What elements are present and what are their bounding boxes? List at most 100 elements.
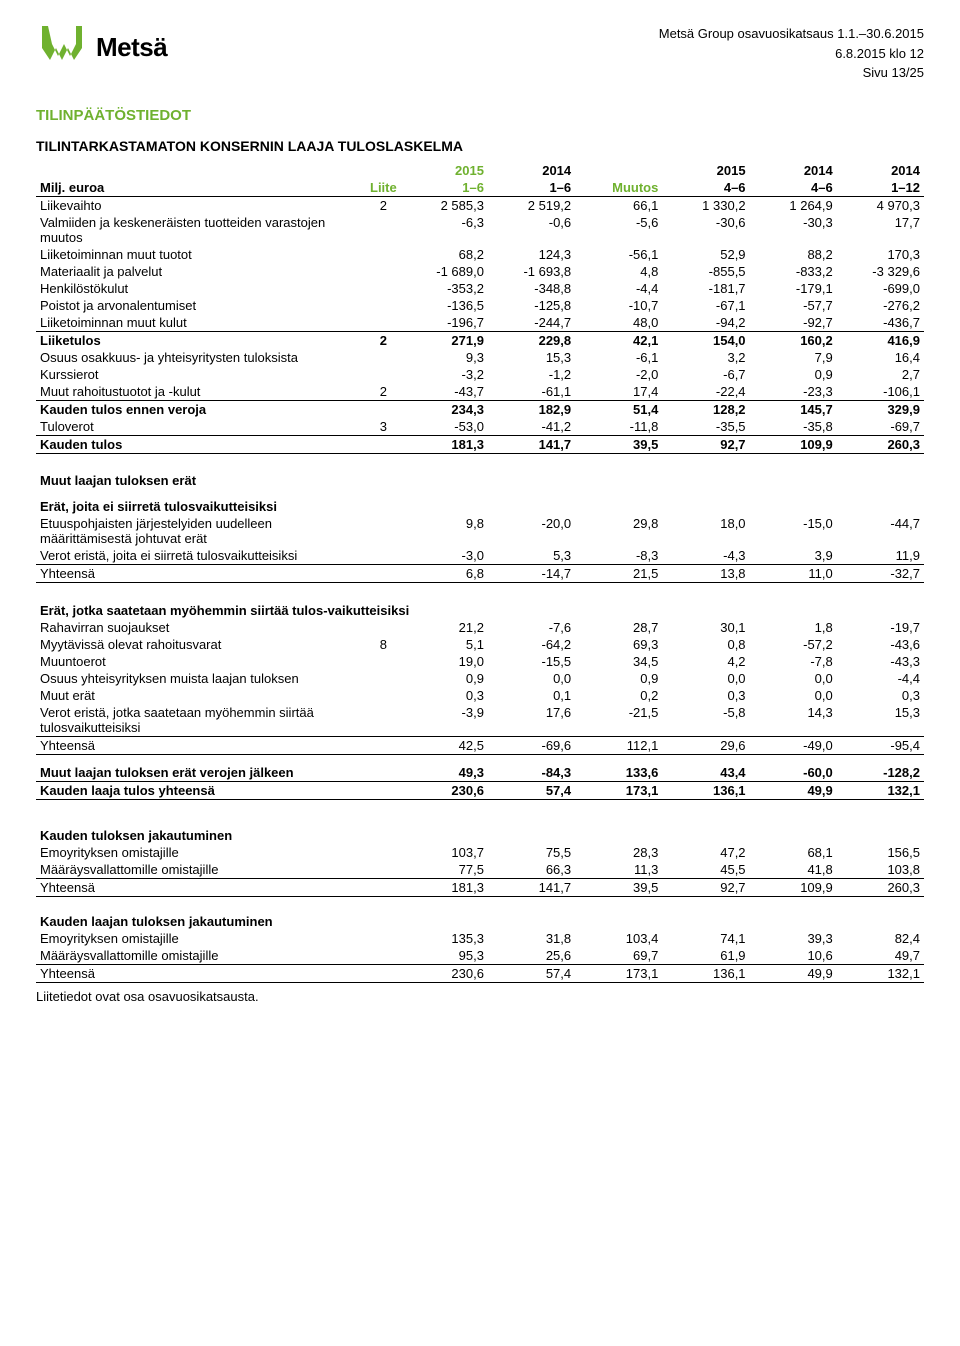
col-period-3: 4–6 [662, 179, 749, 197]
row-val-3: 13,8 [662, 565, 749, 583]
row-val-2: -21,5 [575, 704, 662, 737]
row-val-3: 1 330,2 [662, 196, 749, 214]
unit-label: Milj. euroa [36, 179, 366, 197]
row-label: Liiketoiminnan muut kulut [36, 314, 366, 332]
row-val-1: 2 519,2 [488, 196, 575, 214]
row-val-2: 0,9 [575, 670, 662, 687]
row-val-5: 17,7 [837, 214, 924, 246]
section-title-1: TILINPÄÄTÖSTIEDOT [36, 107, 924, 124]
row-note [366, 764, 401, 782]
sec4-row: Emoyrityksen omistajille103,775,528,347,… [36, 844, 924, 861]
row-val-3: 92,7 [662, 878, 749, 896]
row-val-5: 82,4 [837, 930, 924, 947]
row-label: Osuus yhteisyrityksen muista laajan tulo… [36, 670, 366, 687]
row-val-2: 0,2 [575, 687, 662, 704]
row-val-4: -35,8 [750, 418, 837, 436]
sec3-row: Muut laajan tuloksen erät verojen jälkee… [36, 764, 924, 782]
row-label: Liikevaihto [36, 196, 366, 214]
row-label: Määräysvallattomille omistajille [36, 947, 366, 965]
row-val-2: 17,4 [575, 383, 662, 401]
row-val-4: 39,3 [750, 930, 837, 947]
row-val-2: 28,7 [575, 619, 662, 636]
row-val-0: 230,6 [401, 965, 488, 983]
row-val-4: -30,3 [750, 214, 837, 246]
row-val-4: 1 264,9 [750, 196, 837, 214]
row-val-0: 5,1 [401, 636, 488, 653]
row-val-5: 170,3 [837, 246, 924, 263]
row-val-3: 43,4 [662, 764, 749, 782]
row-val-1: -61,1 [488, 383, 575, 401]
row-note [366, 965, 401, 983]
logo-text: Metsä [96, 32, 167, 63]
sec5-row: Yhteensä230,657,4173,1136,149,9132,1 [36, 965, 924, 983]
header-line-3: Sivu 13/25 [659, 63, 924, 83]
row-note [366, 878, 401, 896]
row-val-2: 112,1 [575, 736, 662, 754]
row-val-0: 6,8 [401, 565, 488, 583]
row-label: Rahavirran suojaukset [36, 619, 366, 636]
row-label: Yhteensä [36, 965, 366, 983]
row-val-2: 29,8 [575, 515, 662, 547]
row-val-1: 75,5 [488, 844, 575, 861]
row-label: Osuus osakkuus- ja yhteisyritysten tulok… [36, 349, 366, 366]
main-row: Muut rahoitustuotot ja -kulut2-43,7-61,1… [36, 383, 924, 401]
main-row: Osuus osakkuus- ja yhteisyritysten tulok… [36, 349, 924, 366]
row-val-0: 0,9 [401, 670, 488, 687]
row-val-3: 154,0 [662, 331, 749, 349]
section-heading: Erät, jotka saatetaan myöhemmin siirtää … [36, 593, 924, 619]
section-heading: Erät, joita ei siirretä tulosvaikutteisi… [36, 489, 924, 515]
row-val-0: 68,2 [401, 246, 488, 263]
row-note: 3 [366, 418, 401, 436]
row-val-4: -23,3 [750, 383, 837, 401]
row-note [366, 280, 401, 297]
row-val-4: 49,9 [750, 782, 837, 800]
row-val-1: 66,3 [488, 861, 575, 879]
row-val-3: 3,2 [662, 349, 749, 366]
row-val-5: 132,1 [837, 782, 924, 800]
row-val-5: -69,7 [837, 418, 924, 436]
row-val-3: -94,2 [662, 314, 749, 332]
row-val-3: 18,0 [662, 515, 749, 547]
row-label: Etuuspohjaisten järjestelyiden uudelleen… [36, 515, 366, 547]
row-val-3: 45,5 [662, 861, 749, 879]
row-val-0: -3,0 [401, 547, 488, 565]
row-val-1: -125,8 [488, 297, 575, 314]
row-label: Myytävissä olevat rahoitusvarat [36, 636, 366, 653]
row-val-2: -6,1 [575, 349, 662, 366]
row-note [366, 565, 401, 583]
row-val-4: 160,2 [750, 331, 837, 349]
col-year-5: 2014 [837, 162, 924, 179]
row-val-5: 132,1 [837, 965, 924, 983]
row-val-0: -196,7 [401, 314, 488, 332]
row-val-3: -181,7 [662, 280, 749, 297]
row-val-0: -3,9 [401, 704, 488, 737]
row-note [366, 314, 401, 332]
row-val-2: 11,3 [575, 861, 662, 879]
row-val-2: 69,7 [575, 947, 662, 965]
sec5-row: Määräysvallattomille omistajille95,325,6… [36, 947, 924, 965]
row-val-1: 25,6 [488, 947, 575, 965]
row-val-3: 136,1 [662, 782, 749, 800]
row-val-5: -44,7 [837, 515, 924, 547]
row-val-4: 49,9 [750, 965, 837, 983]
row-val-0: 77,5 [401, 861, 488, 879]
header-line-1: Metsä Group osavuosikatsaus 1.1.–30.6.20… [659, 24, 924, 44]
row-note [366, 349, 401, 366]
row-val-2: 39,5 [575, 435, 662, 453]
row-val-1: 124,3 [488, 246, 575, 263]
row-note [366, 947, 401, 965]
row-note [366, 653, 401, 670]
row-val-2: -8,3 [575, 547, 662, 565]
row-val-5: 260,3 [837, 878, 924, 896]
row-val-5: -436,7 [837, 314, 924, 332]
sec5-row: Emoyrityksen omistajille135,331,8103,474… [36, 930, 924, 947]
row-val-3: -67,1 [662, 297, 749, 314]
row-val-0: 181,3 [401, 435, 488, 453]
row-val-3: 61,9 [662, 947, 749, 965]
row-val-1: 0,1 [488, 687, 575, 704]
row-val-1: 15,3 [488, 349, 575, 366]
row-val-5: 329,9 [837, 400, 924, 418]
row-val-1: 57,4 [488, 782, 575, 800]
row-note [366, 670, 401, 687]
row-note [366, 400, 401, 418]
